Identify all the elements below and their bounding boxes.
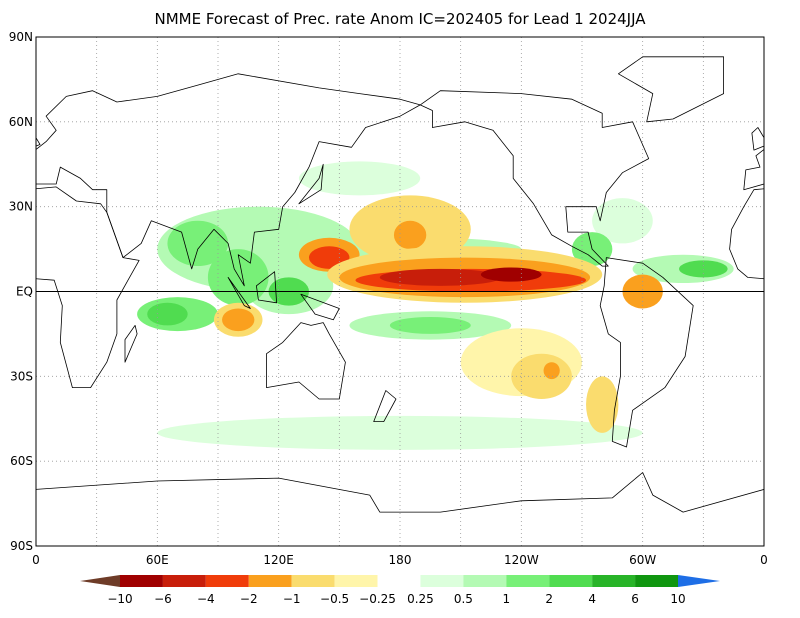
- anomaly-region: [222, 308, 255, 332]
- map-title: NMME Forecast of Prec. rate Anom IC=2024…: [154, 10, 646, 28]
- colorbar-box: [205, 575, 249, 587]
- colorbar-label: −10: [107, 592, 132, 606]
- colorbar-label: 1: [502, 592, 510, 606]
- colorbar-label: −4: [197, 592, 215, 606]
- coastline: [618, 56, 724, 123]
- coastline: [255, 271, 277, 304]
- colorbar-box: [162, 575, 206, 587]
- coastline: [373, 390, 397, 422]
- colorbar-label: 0.5: [454, 592, 473, 606]
- anomaly-region: [389, 316, 471, 334]
- lon-label: 0: [760, 553, 768, 567]
- map-frame: [35, 36, 765, 547]
- lat-label: 60N: [9, 115, 33, 129]
- coastlines: [36, 56, 764, 546]
- anomaly-region: [543, 362, 560, 380]
- coastline: [36, 472, 764, 546]
- colorbar-box: [334, 575, 378, 587]
- anomaly-region: [379, 268, 502, 286]
- colorbar-box: [592, 575, 636, 587]
- colorbar-label: −1: [283, 592, 301, 606]
- colorbar-label: −6: [154, 592, 172, 606]
- colorbar-box: [248, 575, 292, 587]
- colorbar-low-end: [80, 575, 120, 587]
- anomaly-region: [167, 220, 229, 267]
- anomaly-region: [393, 220, 427, 250]
- colorbar: −10 −6 −4 −2 −1 −0.5 −0.25 0.25 0.5 1 2 4 6 10: [80, 575, 720, 606]
- colorbar-box: [420, 575, 464, 587]
- colorbar-label: −0.25: [359, 592, 396, 606]
- lat-label: EQ: [16, 285, 33, 299]
- colorbar-box: [377, 575, 421, 587]
- colorbar-box: [120, 575, 163, 587]
- colorbar-box: [463, 575, 507, 587]
- colorbar-label: 4: [588, 592, 596, 606]
- colorbar-high-end: [678, 575, 720, 587]
- lon-label: 60E: [146, 553, 169, 567]
- colorbar-label: 0.25: [407, 592, 434, 606]
- coastline: [36, 73, 421, 287]
- lon-label: 120E: [263, 553, 294, 567]
- colorbar-label: −2: [240, 592, 258, 606]
- coastline: [751, 127, 764, 151]
- lon-label: 120W: [504, 553, 539, 567]
- anomaly-region: [147, 302, 188, 326]
- lon-label: 0: [32, 553, 40, 567]
- grid: [36, 37, 764, 546]
- anomaly-region: [679, 260, 728, 278]
- lat-label: 30S: [10, 369, 33, 383]
- lat-label: 60S: [10, 454, 33, 468]
- anomaly-region: [592, 198, 653, 244]
- colorbar-box: [291, 575, 335, 587]
- coastline: [419, 90, 650, 267]
- lon-label: 180: [389, 553, 412, 567]
- lat-label: 90N: [9, 30, 33, 44]
- colorbar-box: [549, 575, 593, 587]
- anomaly-region: [207, 249, 269, 306]
- colorbar-label: 2: [545, 592, 553, 606]
- anomaly-region: [586, 376, 619, 433]
- coastline: [300, 293, 340, 321]
- lat-label: 90S: [10, 539, 33, 553]
- coastline: [266, 322, 346, 400]
- coastline: [298, 163, 324, 205]
- colorbar-label: −0.5: [320, 592, 349, 606]
- coastline: [36, 186, 140, 388]
- colorbar-box: [506, 575, 550, 587]
- lon-label: 60W: [629, 553, 656, 567]
- anomaly-region: [298, 161, 421, 196]
- lat-label: 30N: [9, 200, 33, 214]
- coastline: [124, 325, 138, 363]
- colorbar-label: 6: [631, 592, 639, 606]
- colorbar-box: [635, 575, 678, 587]
- anomaly-region: [480, 267, 542, 282]
- colorbar-label: 10: [670, 592, 685, 606]
